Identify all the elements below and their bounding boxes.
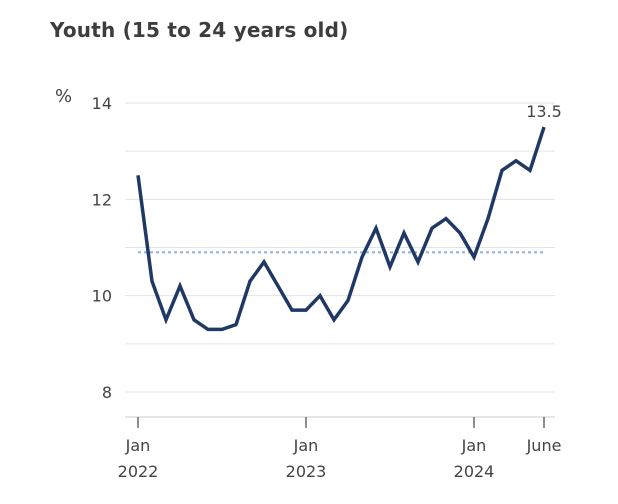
x-tick-year: 2023 (286, 462, 327, 481)
x-tick-label: Jan (461, 436, 487, 455)
data-point (276, 284, 280, 288)
gridlines (125, 102, 555, 393)
data-point (332, 318, 336, 322)
data-point (374, 226, 378, 230)
data-point (458, 231, 462, 235)
data-point (514, 159, 518, 163)
x-tick-label: Jan (293, 436, 319, 455)
data-point (290, 308, 294, 312)
y-tick-label: 14 (92, 94, 112, 113)
annotations: 13.5 (526, 102, 562, 121)
x-tick-year: 2024 (454, 462, 495, 481)
data-point (150, 279, 154, 283)
data-point (192, 318, 196, 322)
data-point (402, 231, 406, 235)
x-tick-label: June (526, 436, 562, 455)
y-tick-label: 12 (92, 190, 112, 209)
data-point (318, 294, 322, 298)
data-point (360, 255, 364, 259)
data-point (430, 226, 434, 230)
data-point (248, 279, 252, 283)
data-point (262, 260, 266, 264)
data-point (388, 265, 392, 269)
data-point (136, 173, 140, 177)
series-group (136, 125, 546, 332)
y-tick-label: 10 (92, 287, 112, 306)
data-point (542, 125, 546, 129)
data-point (472, 255, 476, 259)
data-point (234, 323, 238, 327)
data-point (500, 168, 504, 172)
x-tick-year: 2022 (118, 462, 159, 481)
end-value-label: 13.5 (526, 102, 562, 121)
x-axis: Jan 2022 Jan 2023 Jan 2024 June (118, 416, 562, 481)
data-point (444, 217, 448, 221)
y-axis-label: % (55, 86, 72, 107)
data-point (416, 260, 420, 264)
data-point (486, 217, 490, 221)
data-point (178, 284, 182, 288)
data-point (304, 308, 308, 312)
y-tick-label: 8 (102, 383, 112, 402)
chart-title: Youth (15 to 24 years old) (50, 18, 349, 42)
data-point (164, 318, 168, 322)
data-point (528, 168, 532, 172)
data-point (346, 298, 350, 302)
series-line (136, 126, 546, 332)
data-point (206, 327, 210, 331)
x-tick-label: Jan (125, 436, 151, 455)
data-point (220, 327, 224, 331)
y-axis-ticks: 8 10 12 14% (55, 86, 112, 402)
